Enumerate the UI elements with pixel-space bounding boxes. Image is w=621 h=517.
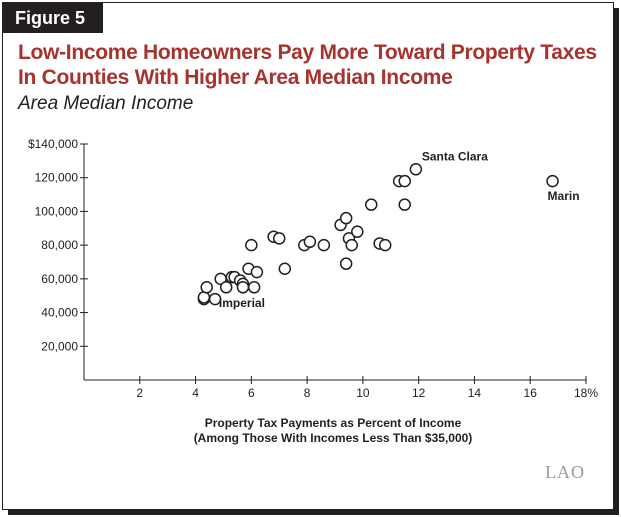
data-point [339,257,353,270]
x-tick-label: 14 [468,386,482,400]
figure-label: Figure 5 [3,3,103,33]
frame-shadow-right [613,8,619,512]
data-point [378,238,392,252]
point-annotation: Santa Clara [422,149,488,163]
y-tick-label: 20,000 [41,339,78,353]
point-annotation: Imperial [219,296,265,310]
chart-title-line-2: In Counties With Higher Area Median Inco… [18,66,453,89]
x-axis-label-line-2: (Among Those With Incomes Less Than $35,… [194,431,473,445]
x-tick-label: 2 [136,386,143,400]
y-tick-label: 40,000 [41,306,78,320]
x-tick-label: 6 [248,386,255,400]
point-annotation: Marin [548,189,580,203]
data-point [351,225,364,238]
x-axis-label-line-1: Property Tax Payments as Percent of Inco… [205,416,462,430]
y-tick-label: 100,000 [35,204,79,218]
data-point [208,292,222,306]
y-tick-label: 80,000 [41,238,78,252]
y-tick-label: $140,000 [28,137,78,151]
data-point [317,238,331,252]
frame-shadow-bottom [8,509,619,515]
figure-frame [2,2,614,510]
x-tick-label: 8 [304,386,311,400]
y-tick-label: 120,000 [35,171,79,185]
data-point [303,235,317,249]
data-point [247,281,261,294]
data-point [236,281,250,294]
data-point [398,198,411,211]
x-tick-label: 18% [574,386,598,400]
data-point [250,265,264,279]
data-point [272,232,286,245]
data-point [200,281,213,294]
data-point [409,163,423,176]
y-tick-label: 60,000 [41,272,78,286]
x-tick-label: 12 [412,386,426,400]
x-tick-label: 10 [356,386,370,400]
data-point [345,238,358,252]
x-tick-label: 16 [524,386,538,400]
x-tick-label: 4 [192,386,199,400]
chart-subtitle: Area Median Income [18,93,194,114]
data-point [398,174,411,188]
lao-logo: LAO [545,462,585,482]
data-point [278,262,292,275]
chart-title: Low-Income Homeowners Pay More Toward Pr… [18,40,597,90]
data-point [546,174,559,188]
chart-title-line-1: Low-Income Homeowners Pay More Toward Pr… [18,41,597,64]
data-point [197,291,211,304]
data-point [219,281,233,294]
data-point [339,211,353,225]
data-point [245,238,258,252]
data-point [365,198,378,211]
